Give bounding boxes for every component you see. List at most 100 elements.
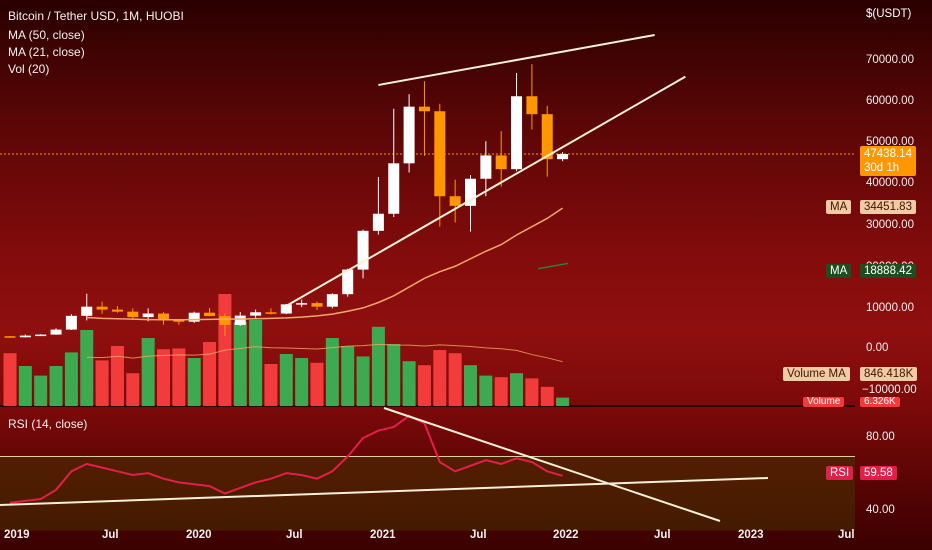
volume-bar: [525, 378, 539, 406]
volume-bar: [187, 358, 201, 406]
volume-bar: [387, 344, 401, 406]
trend-line: [378, 34, 655, 86]
volume-bar: [64, 352, 78, 406]
last-price-badge[interactable]: 47438.14 30d 1h: [860, 146, 916, 176]
ma21-value-badge: 18888.42: [860, 264, 916, 278]
rsi-tick: 80.00: [866, 431, 895, 443]
price-tick: 30000.00: [866, 219, 914, 231]
volume-bar: [3, 353, 17, 406]
volume-bar: [479, 375, 493, 406]
candle-body: [173, 320, 185, 322]
candle-body: [265, 312, 277, 314]
price-tick: 10000.00: [866, 302, 914, 314]
time-label: Jul: [286, 529, 303, 541]
time-label: Jul: [838, 529, 855, 541]
candle-body: [449, 196, 461, 206]
candle-body: [495, 155, 507, 170]
currency-value: USDT: [876, 8, 908, 20]
volume-bar: [417, 365, 431, 406]
candle-body: [111, 309, 123, 312]
candle-body: [434, 111, 446, 197]
candle-body: [234, 315, 246, 325]
rsi-tag: RSI: [826, 466, 854, 480]
volume-bar: [249, 320, 263, 406]
candle-body: [127, 311, 139, 318]
candle-body: [342, 269, 354, 295]
rsi-band: [0, 456, 855, 531]
candle-body: [50, 329, 62, 335]
time-label: 2019: [4, 529, 30, 541]
volume-bar: [110, 346, 124, 406]
volume-bar: [310, 362, 324, 406]
volume-bar: [371, 326, 385, 406]
volume-bar: [34, 375, 48, 406]
volume-ma-tag: Volume MA: [783, 367, 850, 381]
ma50-value-badge: 34451.83: [860, 200, 916, 214]
currency-label[interactable]: $(USDT): [866, 8, 912, 20]
candle-body: [280, 304, 292, 314]
time-label: 2022: [553, 529, 579, 541]
candle-body: [96, 306, 108, 310]
time-label: 2020: [186, 529, 212, 541]
volume-bar: [556, 397, 570, 406]
time-label: Jul: [102, 529, 119, 541]
candle-body: [35, 334, 47, 337]
volume-ma-value-badge: 846.418K: [860, 367, 918, 381]
candle-body: [388, 163, 400, 214]
price-tick: 50000.00: [866, 136, 914, 148]
rsi-value-badge: 59.58: [860, 466, 897, 480]
volume-bar: [325, 338, 339, 406]
volume-bar: [233, 322, 247, 406]
candle-body: [326, 294, 338, 307]
rsi-legend[interactable]: RSI (14, close): [8, 417, 88, 431]
ma50-legend[interactable]: MA (50, close): [8, 28, 85, 42]
volume-bar: [80, 330, 94, 406]
candle-body: [418, 106, 430, 112]
volume-bar: [433, 350, 447, 406]
ma50-line: [537, 262, 569, 270]
price-tick: 60000.00: [866, 95, 914, 107]
volume-tick: 0.00: [866, 342, 889, 354]
candle-body: [81, 306, 93, 316]
candle-body: [204, 312, 216, 317]
volume-bar: [141, 338, 155, 406]
volume-bar: [172, 348, 186, 406]
time-label: 2023: [738, 529, 764, 541]
volume-bar: [494, 377, 508, 406]
volume-legend[interactable]: Vol (20): [8, 62, 50, 76]
candle-body: [372, 213, 384, 231]
volume-bar: [540, 386, 554, 406]
rsi-tick: 40.00: [866, 504, 895, 516]
candle-body: [65, 315, 77, 330]
bar-countdown: 30d 1h: [864, 162, 900, 174]
volume-bar: [264, 364, 278, 406]
volume-bar: [341, 346, 355, 406]
ma21-tag: MA: [826, 264, 852, 278]
rsi-resistance-line: [383, 407, 721, 522]
trend-line: [285, 75, 686, 307]
volume-bar: [49, 366, 63, 406]
volume-bar: [464, 365, 477, 406]
volume-bar: [402, 361, 416, 406]
volume-bar: [203, 342, 217, 406]
rsi-support-line: [0, 477, 769, 506]
candle-body: [219, 316, 231, 325]
volume-bar: [157, 349, 170, 406]
volume-bar: [510, 373, 524, 406]
candle-body: [357, 230, 369, 270]
candle-body: [296, 303, 308, 305]
candle-body: [526, 96, 538, 115]
candle-body: [250, 312, 262, 316]
candle-body: [557, 154, 569, 160]
candle-body: [511, 96, 523, 170]
ma21-legend[interactable]: MA (21, close): [8, 45, 85, 59]
last-price-value: 47438.14: [864, 148, 912, 160]
rsi-line: [9, 414, 563, 504]
price-tick: 40000.00: [866, 177, 914, 189]
time-label: 2021: [370, 529, 396, 541]
dollar-icon: $(: [866, 8, 877, 20]
candle-body: [403, 106, 415, 164]
volume-bar: [18, 366, 32, 406]
ma21-line: [86, 207, 564, 321]
